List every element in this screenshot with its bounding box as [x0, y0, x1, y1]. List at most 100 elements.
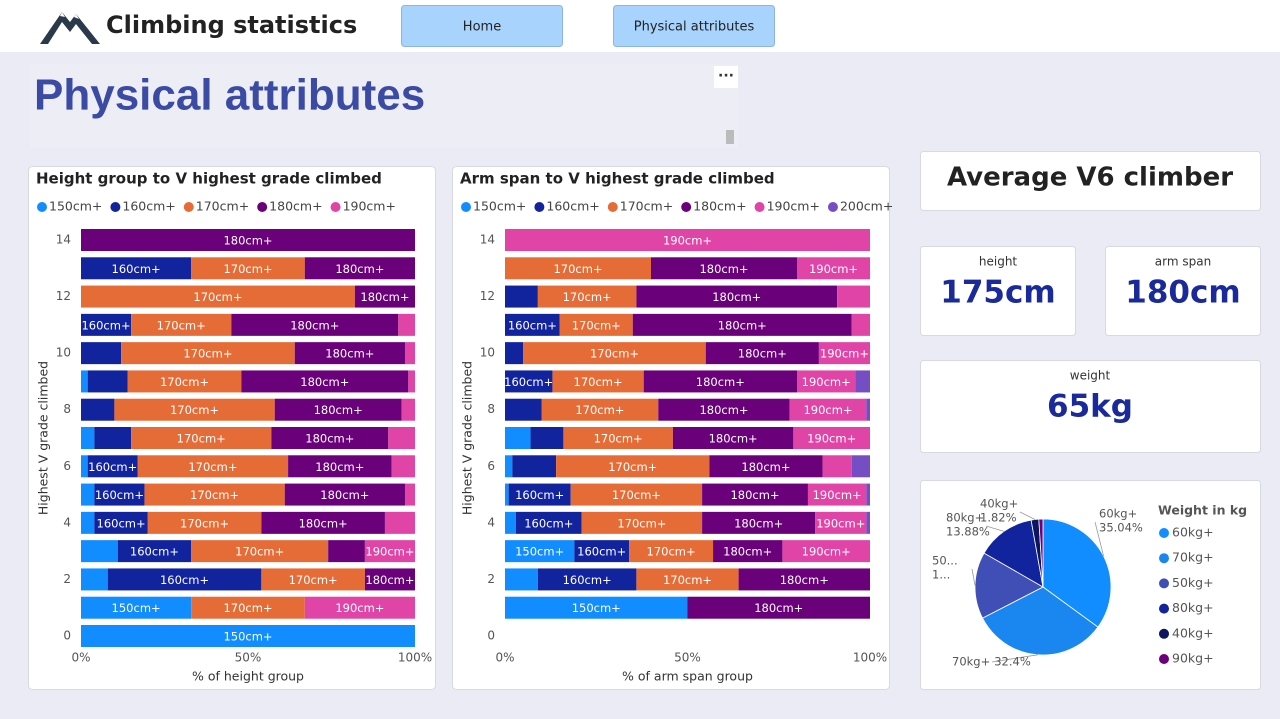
bar-segment [541, 398, 659, 421]
nav-label[interactable]: Physical attributes [634, 20, 755, 35]
segment-label: 190cm+ [809, 262, 858, 276]
x-tick-label: 50% [235, 651, 262, 665]
slice-label: 40kg+ [980, 497, 1018, 511]
y-tick-label: 0 [63, 629, 71, 643]
legend-marker [1159, 654, 1169, 664]
bar-segment [81, 427, 95, 449]
segment-label: 160cm+ [577, 545, 626, 559]
bar-segment [408, 370, 415, 393]
bar-segment [851, 313, 870, 336]
bar-segment [137, 455, 289, 478]
bar-segment [559, 313, 633, 336]
card-label: height [979, 255, 1018, 269]
bar-segment [505, 427, 531, 449]
bar-segment [191, 596, 305, 619]
bar-segment [797, 257, 870, 280]
bar-segment [81, 483, 95, 506]
bar-segment [261, 568, 365, 591]
y-axis-title: Highest V grade climbed [36, 361, 51, 515]
legend-marker [110, 202, 121, 212]
bar-segment [515, 511, 582, 534]
bar-segment [851, 455, 870, 478]
segment-label: 190cm+ [816, 516, 865, 530]
bar-segment [505, 483, 509, 506]
bar-segment [388, 427, 415, 449]
bar-segment [328, 540, 365, 563]
segment-label: 190cm+ [802, 545, 851, 559]
bar-segment [81, 313, 132, 336]
bar-segment [818, 342, 870, 365]
segment-label: 180cm+ [223, 234, 272, 248]
segment-label: 190cm+ [807, 432, 856, 446]
segment-label: 170cm+ [572, 318, 621, 332]
legend-marker [1159, 628, 1169, 639]
bar-segment [512, 455, 557, 478]
bar-segment [81, 625, 415, 647]
more-options-icon[interactable]: ··· [718, 68, 734, 84]
legend-label: 160cm+ [122, 199, 175, 214]
segment-label: 170cm+ [594, 432, 643, 446]
nav-button[interactable] [401, 5, 563, 47]
bar-segment [866, 398, 870, 421]
segment-label: 150cm+ [112, 601, 161, 615]
bar-segment [191, 540, 329, 563]
bar-segment [702, 483, 808, 506]
segment-label: 180cm+ [299, 516, 348, 530]
segment-label: 170cm+ [193, 290, 242, 304]
nav-button[interactable] [613, 5, 775, 47]
bar-segment [556, 455, 710, 478]
more-options[interactable] [714, 66, 738, 88]
bar-segment [81, 568, 108, 591]
legend-marker [1159, 528, 1169, 538]
bar-segment [288, 455, 392, 478]
segment-label: 160cm+ [504, 375, 553, 389]
bar-segment [822, 455, 852, 478]
legend-label: 150cm+ [49, 199, 102, 214]
legend-label: 150cm+ [473, 199, 526, 214]
segment-label: 170cm+ [563, 290, 612, 304]
bar-segment [563, 427, 673, 449]
legend-marker [681, 202, 692, 212]
bar-segment [354, 285, 415, 308]
legend-label: 50kg+ [1172, 575, 1214, 590]
bar-segment [636, 285, 838, 308]
segment-label: 180cm+ [780, 573, 829, 587]
y-axis-title: Highest V grade climbed [460, 361, 475, 515]
bar-segment [636, 568, 739, 591]
leader-line [1019, 511, 1036, 520]
segment-label: 180cm+ [754, 601, 803, 615]
slice-label: 60kg+ [1099, 507, 1137, 521]
x-tick-label: 100% [398, 651, 432, 665]
segment-label: 160cm+ [130, 545, 179, 559]
nav-label[interactable]: Home [463, 20, 501, 35]
bar-segment [505, 313, 560, 336]
segment-label: 160cm+ [524, 516, 573, 530]
y-tick-label: 8 [487, 402, 495, 416]
bar-segment [632, 313, 852, 336]
bar-segment [87, 455, 138, 478]
bar-segment [837, 285, 870, 308]
bar-segment [81, 285, 355, 308]
bar-segment [304, 596, 415, 619]
bar-segment [815, 511, 867, 534]
legend-marker [183, 202, 194, 212]
bar-segment [391, 455, 415, 478]
bar-segment [81, 229, 415, 251]
segment-label: 160cm+ [97, 516, 146, 530]
segment-label: 170cm+ [553, 262, 602, 276]
bar-segment [505, 398, 542, 421]
bar-segment [384, 511, 415, 534]
segment-label: 180cm+ [315, 460, 364, 474]
legend-marker [1159, 578, 1169, 589]
segment-label: 180cm+ [734, 516, 783, 530]
segment-label: 150cm+ [223, 630, 272, 644]
segment-label: 180cm+ [712, 290, 761, 304]
card [920, 246, 1076, 336]
pie-slice [981, 586, 1099, 656]
title-panel [30, 64, 738, 148]
bar-segment [789, 398, 867, 421]
segment-label: 180cm+ [314, 403, 363, 417]
bar-segment [709, 455, 823, 478]
bar-segment [81, 596, 192, 619]
legend-marker [257, 202, 268, 212]
